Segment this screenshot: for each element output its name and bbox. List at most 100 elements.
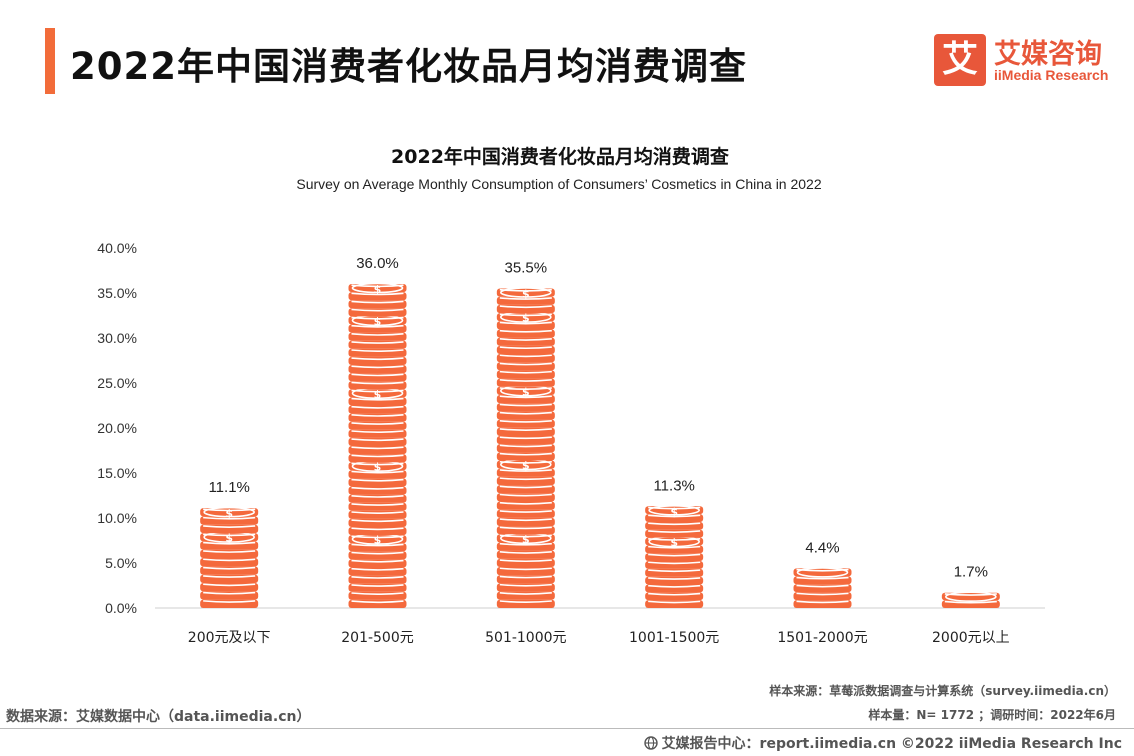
- coin-edge: [499, 551, 552, 554]
- coin-edge: [499, 321, 552, 325]
- coin-edge: [351, 381, 404, 385]
- data-label: 35.5%: [505, 260, 548, 277]
- coin-edge: [351, 414, 404, 417]
- logo-name-en: iiMedia Research: [994, 67, 1109, 83]
- coin-edge: [499, 518, 552, 522]
- coin-edge: [351, 527, 404, 531]
- coin-edge: [351, 511, 404, 514]
- sample-source: 样本来源：草莓派数据调查与计算系统（survey.iimedia.cn）: [769, 684, 1116, 698]
- coin-edge: [351, 503, 404, 506]
- coin-edge: [351, 422, 404, 425]
- coin-edge: [351, 543, 404, 547]
- coin-edge: [796, 600, 849, 604]
- coin-edge: [351, 357, 404, 361]
- coin-edge: [351, 559, 404, 563]
- coin-edge: [351, 446, 404, 450]
- coin-edge: [351, 519, 404, 523]
- y-tick-label: 40.0%: [97, 240, 137, 256]
- coin-edge: [351, 584, 404, 587]
- coin-edge: [351, 397, 404, 401]
- dollar-sign-icon: $: [374, 315, 382, 328]
- coin-edge: [351, 592, 404, 595]
- coin-edge: [499, 600, 552, 604]
- coin-edge: [648, 584, 701, 588]
- coin-edge: [351, 341, 404, 344]
- dollar-sign-icon: $: [670, 536, 678, 549]
- coin-edge: [648, 592, 701, 596]
- coin-edge: [351, 349, 404, 352]
- coin-edge: [499, 338, 552, 341]
- title-accent-bar: [45, 28, 55, 94]
- dollar-sign-icon: $: [670, 505, 678, 518]
- coin-edge: [351, 365, 404, 369]
- dollar-sign-icon: $: [374, 283, 382, 296]
- coin-edge: [203, 525, 256, 528]
- bar: [793, 567, 852, 608]
- coin-edge: [499, 354, 552, 358]
- report-center: 艾媒报告中心：report.iimedia.cn ©2022 iiMedia R…: [643, 733, 1122, 753]
- chart-subtitle: Survey on Average Monthly Consumption of…: [296, 176, 822, 192]
- coin-edge: [648, 553, 701, 557]
- coin-edge: [499, 501, 552, 505]
- coin-edge: [499, 542, 552, 546]
- coin-edge: [203, 591, 256, 595]
- coin-edge: [499, 452, 552, 456]
- y-tick-label: 30.0%: [97, 330, 137, 346]
- coin-edge: [351, 308, 404, 312]
- report-center-text: 艾媒报告中心：report.iimedia.cn ©2022 iiMedia R…: [661, 736, 1122, 752]
- x-tick-label: 501-1000元: [485, 630, 566, 646]
- coin-edge: [499, 329, 552, 333]
- coin-edge: [648, 514, 701, 518]
- brand-logo: 艾 艾媒咨询 iiMedia Research: [934, 32, 1124, 88]
- coin-edge: [351, 405, 404, 409]
- coin-edge: [499, 485, 552, 489]
- y-tick-label: 25.0%: [97, 375, 137, 391]
- y-tick-label: 35.0%: [97, 285, 137, 301]
- data-label: 1.7%: [954, 564, 988, 581]
- coin-edge: [351, 300, 404, 304]
- coin-face: [203, 506, 255, 518]
- y-tick-label: 10.0%: [97, 510, 137, 526]
- coin-edge: [648, 545, 701, 549]
- data-label: 11.1%: [208, 479, 249, 496]
- dollar-sign-icon: $: [225, 532, 233, 545]
- coin-edge: [351, 373, 404, 377]
- bar: $ $ $ $ $: [348, 282, 407, 608]
- data-label: 4.4%: [805, 539, 839, 556]
- coin-edge: [351, 567, 404, 571]
- bar-chart: 0.0% 5.0% 10.0% 15.0% 20.0% 25.0% 30.0% 35.0% 40…: [97, 240, 1045, 646]
- coin-edge: [203, 550, 256, 553]
- coin-edge: [499, 395, 552, 399]
- coin-edge: [351, 324, 404, 328]
- coin-edge: [499, 567, 552, 571]
- coin-edge: [648, 577, 701, 580]
- coin-edge: [351, 486, 404, 490]
- dollar-sign-icon: $: [522, 312, 530, 325]
- coin-edge: [203, 558, 256, 562]
- x-tick-label: 200元及以下: [188, 630, 271, 646]
- bar: $$: [645, 504, 704, 608]
- y-tick-label: 20.0%: [97, 420, 137, 436]
- coin-edge: [499, 477, 552, 481]
- coin-edge: [203, 583, 256, 587]
- coin-edge: [499, 305, 552, 309]
- coin-edge: [499, 346, 552, 350]
- coin-edge: [499, 297, 552, 300]
- dollar-sign-icon: $: [374, 388, 382, 401]
- coin-edge: [351, 495, 404, 498]
- coin-face: [648, 504, 700, 516]
- coin-edge: [203, 566, 256, 570]
- coin-edge: [499, 526, 552, 530]
- coin-edge: [499, 559, 552, 563]
- data-label: 11.3%: [653, 477, 694, 494]
- bar: [941, 591, 1000, 608]
- coin-edge: [351, 576, 404, 579]
- dollar-sign-icon: $: [374, 461, 382, 474]
- bar: $ $ $ $ $: [496, 287, 555, 608]
- coin-edge: [499, 575, 552, 579]
- x-tick-label: 2000元以上: [932, 630, 1010, 646]
- dollar-sign-icon: $: [522, 533, 530, 546]
- coin-edge: [203, 516, 256, 520]
- y-tick-label: 15.0%: [97, 465, 137, 481]
- coin-edge: [499, 436, 552, 440]
